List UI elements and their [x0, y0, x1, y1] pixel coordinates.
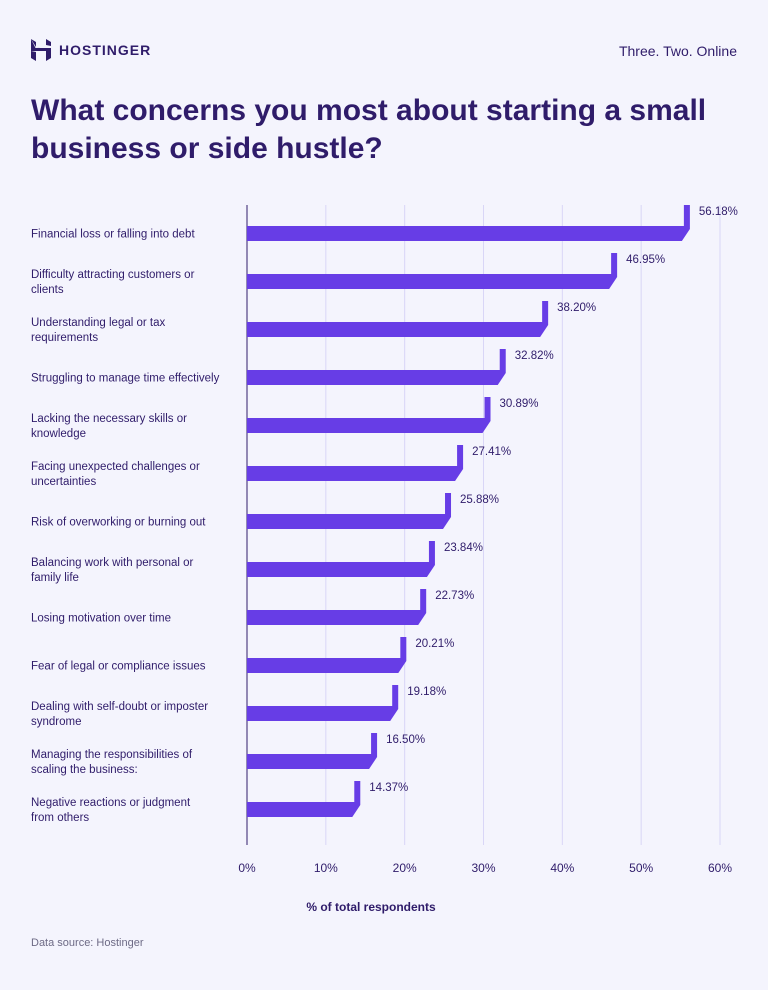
- value-label: 25.88%: [460, 494, 499, 506]
- category-label: Negative reactions or judgment: [31, 797, 191, 809]
- bar: [247, 349, 506, 385]
- hostinger-logo: HOSTINGER: [31, 39, 151, 61]
- category-label: Balancing work with personal or: [31, 557, 194, 569]
- category-label: Lacking the necessary skills or: [31, 413, 187, 425]
- x-tick-label: 60%: [708, 861, 732, 875]
- category-label: Fear of legal or compliance issues: [31, 661, 206, 673]
- bar: [247, 397, 491, 433]
- value-label: 14.37%: [369, 782, 408, 794]
- value-label: 19.18%: [407, 686, 446, 698]
- x-tick-label: 40%: [550, 861, 574, 875]
- value-label: 22.73%: [435, 590, 474, 602]
- x-tick-label: 50%: [629, 861, 653, 875]
- category-label: uncertainties: [31, 476, 96, 488]
- value-label: 27.41%: [472, 446, 511, 458]
- category-label: requirements: [31, 332, 98, 344]
- bar: [247, 637, 407, 673]
- bar: [247, 253, 618, 289]
- category-label: Dealing with self-doubt or imposter: [31, 701, 208, 713]
- value-label: 46.95%: [626, 254, 665, 266]
- category-label: Difficulty attracting customers or: [31, 269, 195, 281]
- value-label: 16.50%: [386, 734, 425, 746]
- category-label: Financial loss or falling into debt: [31, 229, 195, 241]
- value-label: 38.20%: [557, 302, 596, 314]
- bar: [247, 541, 435, 577]
- category-label: knowledge: [31, 428, 86, 440]
- x-tick-label: 30%: [471, 861, 495, 875]
- bar: [247, 445, 464, 481]
- bar: [247, 205, 690, 241]
- hostinger-logo-icon: [31, 39, 51, 61]
- category-label: Facing unexpected challenges or: [31, 461, 200, 473]
- category-label: Understanding legal or tax: [31, 317, 165, 329]
- bar: [247, 781, 361, 817]
- category-label: syndrome: [31, 716, 82, 728]
- x-axis-label: % of total respondents: [306, 900, 436, 914]
- bar: [247, 589, 427, 625]
- value-label: 56.18%: [699, 206, 738, 218]
- category-label: Risk of overworking or burning out: [31, 517, 206, 529]
- category-label: Losing motivation over time: [31, 613, 171, 625]
- category-label: family life: [31, 572, 79, 584]
- bar: [247, 493, 452, 529]
- bar: [247, 685, 399, 721]
- category-label: Managing the responsibilities of: [31, 749, 193, 761]
- value-label: 32.82%: [515, 350, 554, 362]
- bar: [247, 733, 378, 769]
- value-label: 23.84%: [444, 542, 483, 554]
- chart-title: What concerns you most about starting a …: [31, 94, 707, 165]
- x-tick-label: 20%: [393, 861, 417, 875]
- category-label: clients: [31, 284, 64, 296]
- brand-name: HOSTINGER: [59, 42, 152, 58]
- x-tick-label: 0%: [238, 861, 256, 875]
- category-label: from others: [31, 812, 89, 824]
- tagline: Three. Two. Online: [618, 43, 737, 59]
- data-source: Data source: Hostinger: [31, 937, 144, 949]
- x-tick-label: 10%: [314, 861, 338, 875]
- value-label: 20.21%: [415, 638, 454, 650]
- bar: [247, 301, 549, 337]
- category-label: Struggling to manage time effectively: [31, 373, 220, 385]
- value-label: 30.89%: [500, 398, 539, 410]
- category-label: scaling the business:: [31, 764, 138, 776]
